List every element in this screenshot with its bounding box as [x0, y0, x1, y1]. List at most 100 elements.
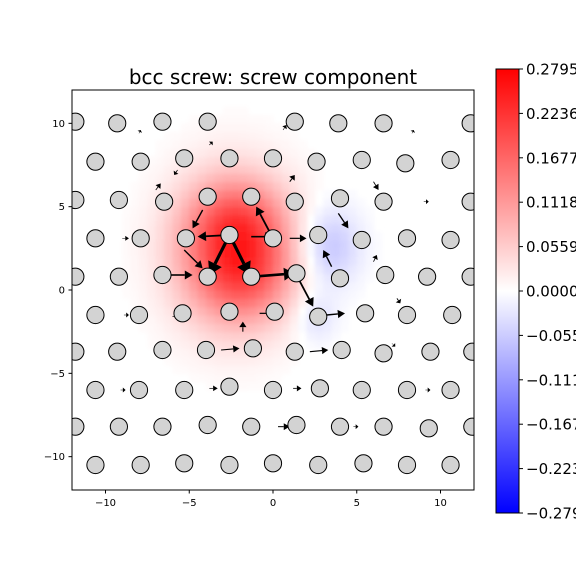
field-cell: [348, 231, 358, 241]
field-cell: [222, 331, 232, 341]
field-cell: [197, 131, 207, 141]
field-cell: [298, 248, 308, 258]
atom-point: [109, 267, 129, 286]
field-cell: [323, 298, 333, 308]
field-cell: [348, 256, 358, 266]
field-cell: [231, 106, 241, 116]
field-cell: [164, 148, 174, 158]
field-cell: [331, 223, 341, 233]
field-cell: [323, 231, 333, 241]
field-cell: [273, 365, 282, 374]
field-cell: [256, 281, 266, 291]
field-cell: [155, 165, 165, 174]
displacement-arrow: [423, 199, 429, 205]
displacement-arrow: [169, 270, 193, 280]
field-cell: [281, 206, 291, 216]
atom-point: [397, 229, 417, 248]
field-cell: [314, 265, 324, 274]
field-cell: [247, 373, 257, 383]
field-cell: [239, 315, 249, 324]
field-cell: [239, 365, 249, 374]
field-cell: [273, 173, 282, 183]
field-cell: [273, 256, 282, 266]
field-cell: [139, 198, 148, 208]
field-cell: [164, 240, 174, 249]
atom-point: [309, 455, 328, 475]
field-cell: [130, 265, 140, 274]
field-cell: [180, 256, 190, 266]
field-cell: [206, 331, 215, 341]
atom-point: [131, 152, 150, 171]
field-cell: [164, 231, 174, 241]
arrow-shaft: [209, 143, 212, 146]
field-cell: [180, 348, 190, 358]
field-cell: [147, 265, 157, 274]
field-cell: [281, 290, 291, 299]
field-cell: [172, 248, 182, 258]
field-cell: [214, 290, 224, 299]
field-cell: [172, 256, 182, 266]
field-cell: [122, 256, 132, 266]
colorbar-tick-label: −0.1118: [526, 371, 576, 389]
field-cell: [189, 165, 199, 174]
field-cell: [189, 348, 199, 358]
arrow-head: [173, 170, 179, 175]
field-cell: [264, 248, 274, 258]
field-cell: [189, 248, 199, 258]
atom-point: [198, 415, 217, 435]
field-cell: [231, 206, 241, 216]
atom-point: [129, 305, 149, 325]
field-cell: [356, 223, 366, 233]
field-cell: [289, 248, 299, 258]
field-cell: [256, 198, 266, 208]
field-cell: [231, 131, 241, 141]
field-cell: [264, 340, 274, 349]
field-cell: [264, 373, 274, 383]
y-tick-label: −10: [44, 452, 65, 463]
field-cell: [180, 223, 190, 233]
field-cell: [130, 290, 140, 299]
atom-point: [443, 305, 462, 325]
field-cell: [180, 215, 190, 224]
field-cell: [281, 323, 291, 333]
atom-point: [352, 150, 371, 170]
field-cell: [256, 290, 266, 299]
field-cell: [239, 306, 249, 316]
field-cell: [239, 206, 249, 216]
atom-point: [309, 225, 328, 245]
field-cell: [314, 256, 324, 266]
field-cell: [314, 331, 324, 341]
field-cell: [155, 323, 165, 333]
arrow-shaft: [221, 348, 234, 351]
field-cell: [281, 231, 291, 241]
colorbar-tick-label: 0.0559: [526, 238, 576, 256]
field-cell: [298, 165, 308, 174]
field-cell: [222, 298, 232, 308]
field-cell: [155, 256, 165, 266]
field-cell: [289, 290, 299, 299]
field-cell: [256, 365, 266, 374]
field-cell: [281, 256, 291, 266]
field-cell: [164, 156, 174, 166]
field-cell: [147, 181, 157, 191]
field-cell: [147, 165, 157, 174]
field-cell: [264, 273, 274, 283]
arrow-head: [125, 235, 129, 241]
atom-point: [287, 264, 306, 283]
field-cell: [289, 165, 299, 174]
atom-point: [463, 342, 474, 361]
field-cell: [356, 248, 366, 258]
field-cell: [256, 131, 266, 141]
field-cell: [231, 140, 241, 149]
arrow-head: [341, 220, 349, 229]
displacement-arrow: [209, 385, 218, 392]
field-cell: [197, 240, 207, 249]
field-cell: [164, 173, 174, 183]
field-cell: [281, 331, 291, 341]
field-cell: [189, 206, 199, 216]
field-cell: [164, 315, 174, 324]
field-cell: [139, 298, 148, 308]
field-cell: [122, 248, 132, 258]
field-cell: [222, 240, 232, 249]
field-cell: [323, 265, 333, 274]
